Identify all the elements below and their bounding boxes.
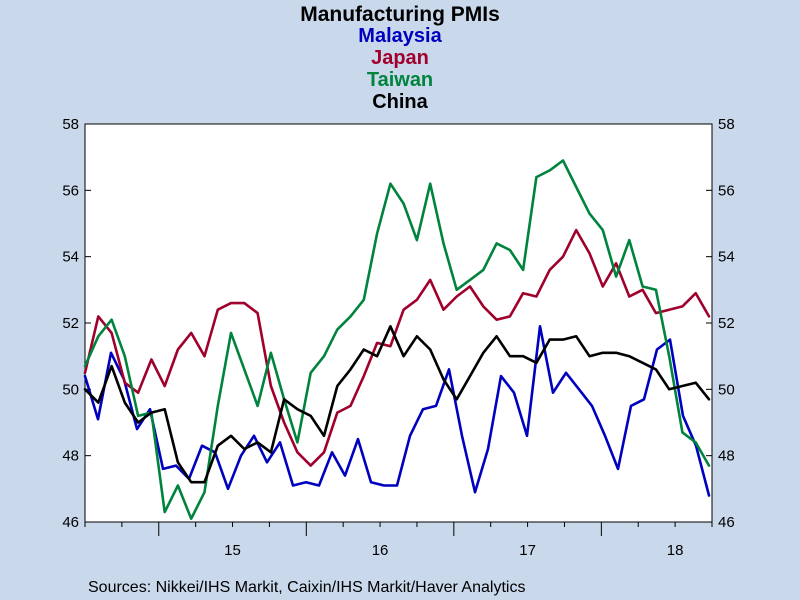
legend-title-china: China: [372, 91, 428, 113]
legend-title-taiwan: Taiwan: [367, 69, 433, 91]
y-tick-label-left: 58: [62, 116, 79, 133]
series-layer: [83, 159, 711, 521]
y-tick-label-left: 50: [62, 381, 79, 398]
y-tick-label-right: 48: [718, 448, 735, 465]
y-tick-label-right: 50: [718, 381, 735, 398]
x-tick-label: 18: [667, 542, 684, 559]
chart-title: Manufacturing PMIs: [300, 3, 500, 26]
legend-title-malaysia: Malaysia: [358, 25, 442, 47]
series-line-japan: [83, 228, 711, 467]
y-tick-label-left: 56: [62, 182, 79, 199]
x-tick-label: 17: [519, 542, 536, 559]
axes: 46 46 48 48 50 50 52 52 54 54 56 56 58 58 15 16 17 18: [62, 116, 734, 559]
y-tick-label-right: 52: [718, 315, 735, 332]
x-tick-label: 16: [372, 542, 389, 559]
x-tick-label: 15: [224, 542, 241, 559]
legend-title-japan: Japan: [371, 47, 429, 69]
y-tick-label-right: 56: [718, 182, 735, 199]
y-tick-label-left: 48: [62, 448, 79, 465]
source-note: Sources: Nikkei/IHS Markit, Caixin/IHS M…: [88, 579, 525, 596]
y-tick-label-left: 52: [62, 315, 79, 332]
y-tick-label-left: 54: [62, 249, 79, 266]
y-tick-label-right: 46: [718, 514, 735, 531]
y-tick-label-right: 54: [718, 249, 735, 266]
y-tick-label-left: 46: [62, 514, 79, 531]
series-line-taiwan: [83, 159, 711, 521]
series-line-china: [83, 324, 711, 484]
y-tick-label-right: 58: [718, 116, 735, 133]
